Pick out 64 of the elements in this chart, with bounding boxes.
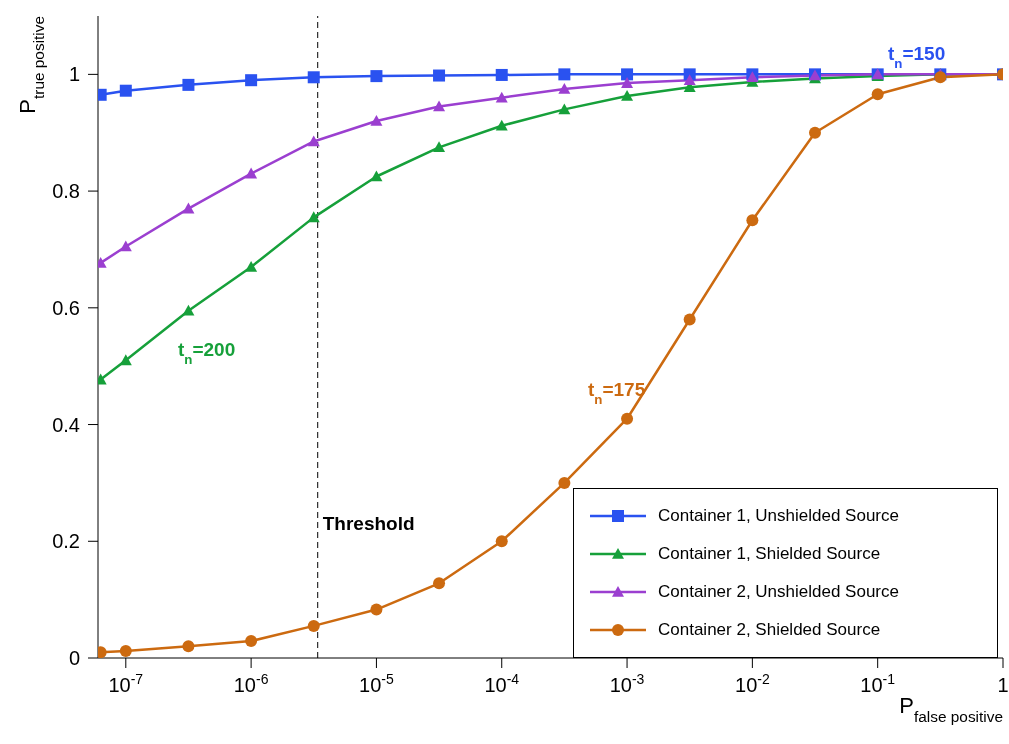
y-tick-label: 1: [68, 63, 80, 86]
x-tick-label: 10$^{-4}$: [484, 671, 520, 696]
point: [558, 103, 571, 115]
point: [808, 126, 821, 139]
point: [245, 260, 258, 272]
point: [558, 68, 571, 81]
y-tick-label: 0.8: [52, 180, 80, 203]
annotation: t$_{n}$=175: [588, 379, 646, 407]
point: [433, 141, 446, 153]
annotation: t$_{n}$=200: [178, 339, 236, 367]
legend-label: Container 2, Unshielded Source: [658, 582, 899, 602]
point: [370, 70, 383, 83]
point: [683, 313, 696, 326]
annotation: t$_{n}$=150: [888, 43, 946, 71]
point: [370, 603, 383, 616]
point: [871, 88, 884, 101]
x-tick-label: 10$^{-2}$: [735, 671, 770, 696]
x-axis-title: P$_{false positive}$: [899, 693, 1003, 725]
point: [307, 135, 320, 147]
point: [433, 100, 446, 112]
point: [245, 74, 258, 87]
point: [495, 91, 508, 103]
point: [370, 115, 383, 126]
point: [746, 214, 759, 227]
x-tick-label: 10$^{-5}$: [359, 671, 394, 696]
point: [495, 68, 508, 81]
point: [307, 619, 320, 632]
x-tick-label: 10$^{-6}$: [233, 671, 269, 696]
point: [119, 240, 132, 252]
point: [621, 89, 634, 101]
point: [119, 84, 132, 97]
point: [119, 354, 132, 366]
point: [433, 69, 446, 82]
point: [683, 74, 696, 85]
x-tick-label: 1: [997, 674, 1009, 696]
point: [621, 68, 634, 81]
legend-label: Container 2, Shielded Source: [658, 620, 881, 640]
point: [621, 77, 634, 88]
y-tick-label: 0.6: [52, 296, 80, 319]
point: [558, 82, 571, 94]
point: [182, 304, 195, 316]
x-tick-label: 10$^{-1}$: [860, 671, 896, 696]
legend-label: Container 1, Unshielded Source: [658, 506, 899, 526]
y-tick-label: 0: [68, 647, 80, 669]
point: [621, 412, 634, 425]
point: [245, 635, 258, 648]
point: [495, 535, 508, 548]
ref-line-label: Threshold: [322, 512, 415, 534]
legend-label: Container 1, Shielded Source: [658, 544, 881, 564]
y-tick-label: 0.4: [52, 413, 80, 436]
point: [495, 119, 508, 131]
point: [433, 577, 446, 590]
point: [119, 645, 132, 657]
point: [558, 476, 571, 489]
point: [182, 78, 195, 91]
point: [245, 167, 258, 179]
point: [182, 202, 195, 214]
point: [370, 170, 383, 182]
y-tick-label: 0.2: [52, 530, 80, 553]
point: [307, 211, 320, 223]
x-tick-label: 10$^{-3}$: [609, 671, 645, 696]
x-tick-label: 10$^{-7}$: [108, 671, 144, 696]
point: [307, 71, 320, 84]
point: [182, 640, 195, 653]
